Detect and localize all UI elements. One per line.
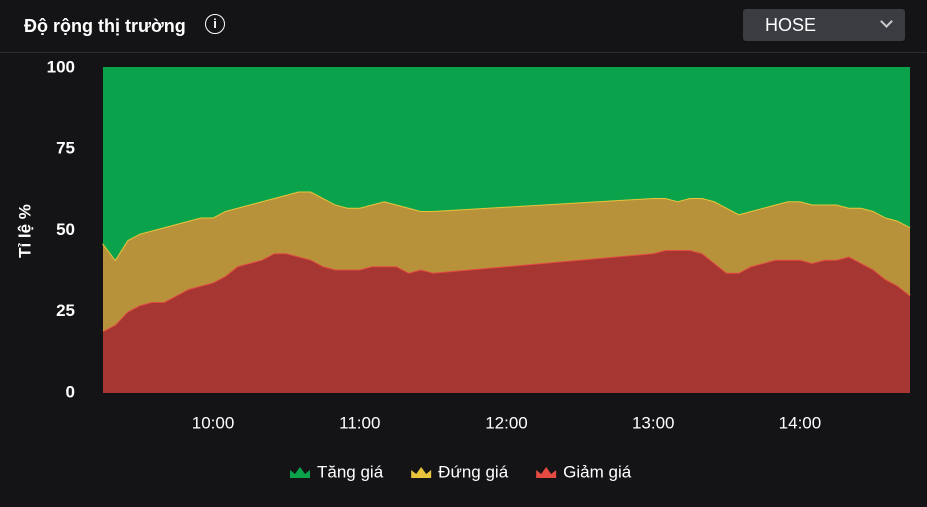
y-tick-label: 50 (56, 220, 75, 239)
legend-label: Giảm giá (563, 462, 632, 481)
legend-icon (290, 467, 310, 478)
y-tick-label: 0 (66, 382, 75, 401)
area-fill (103, 68, 910, 260)
legend-item: Giảm giá (536, 462, 632, 481)
x-tick-label: 14:00 (779, 413, 822, 432)
x-tick-label: 12:00 (485, 413, 528, 432)
area-fill (103, 191, 910, 332)
area-fill (103, 250, 910, 393)
y-axis-label: Tỉ lệ % (15, 204, 34, 258)
legend-label: Đứng giá (438, 462, 509, 481)
y-tick-label: 100 (47, 57, 75, 76)
header: Độ rộng thị trường i HOSE (0, 0, 927, 53)
legend-icon (411, 467, 432, 478)
info-icon[interactable]: i (205, 14, 225, 34)
x-tick-label: 13:00 (632, 413, 675, 432)
x-tick-label: 10:00 (192, 413, 235, 432)
y-tick-label: 25 (56, 301, 75, 320)
title: Độ rộng thị trường (24, 16, 186, 36)
dropdown-value[interactable]: HOSE (765, 15, 817, 35)
legend-label: Tăng giá (317, 462, 384, 481)
exchange-dropdown[interactable]: HOSE (743, 9, 905, 41)
x-tick-label: 11:00 (339, 413, 380, 432)
legend-icon (536, 467, 557, 478)
legend-item: Tăng giá (290, 462, 384, 481)
legend-item: Đứng giá (411, 462, 509, 481)
area-line (102, 249, 911, 333)
y-tick-label: 75 (56, 139, 75, 158)
